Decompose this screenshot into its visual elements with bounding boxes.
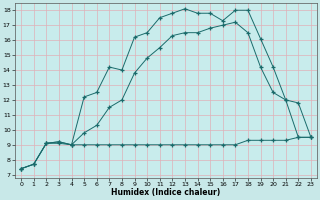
- X-axis label: Humidex (Indice chaleur): Humidex (Indice chaleur): [111, 188, 221, 197]
